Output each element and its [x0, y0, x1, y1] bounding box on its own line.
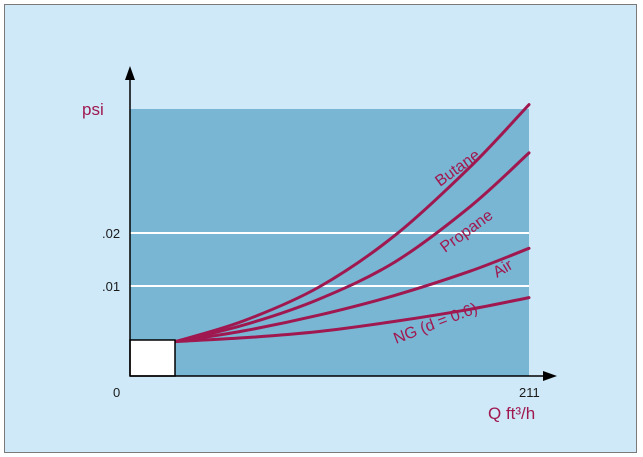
x-tick-label-0: 0 [113, 385, 120, 400]
x-axis-arrow [543, 371, 557, 381]
series-line-propane [173, 151, 531, 344]
x-tick-label-211: 211 [519, 385, 540, 400]
series-group [173, 103, 531, 344]
y-axis-arrow [125, 66, 135, 80]
y-tick-label-01: .01 [102, 279, 120, 294]
y-tick-label-02: .02 [102, 226, 120, 241]
series-line-butane [173, 103, 531, 344]
x-axis-label: Q ft³/h [488, 404, 535, 423]
y-axis-label: psi [82, 100, 104, 119]
origin-box [129, 339, 176, 377]
series-line-air [173, 246, 531, 344]
series-line-ng [173, 296, 531, 344]
